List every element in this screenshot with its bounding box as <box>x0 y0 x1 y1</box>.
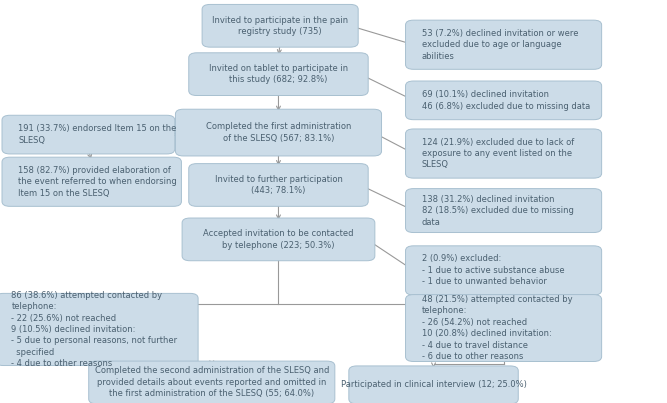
FancyBboxPatch shape <box>175 109 382 156</box>
FancyBboxPatch shape <box>189 53 368 96</box>
FancyBboxPatch shape <box>406 81 602 120</box>
FancyBboxPatch shape <box>406 189 602 233</box>
FancyBboxPatch shape <box>406 129 602 178</box>
Text: Accepted invitation to be contacted
by telephone (223; 50.3%): Accepted invitation to be contacted by t… <box>203 229 354 249</box>
FancyBboxPatch shape <box>189 164 368 206</box>
Text: 86 (38.6%) attempted contacted by
telephone:
- 22 (25.6%) not reached
9 (10.5%) : 86 (38.6%) attempted contacted by teleph… <box>11 291 177 368</box>
Text: Completed the second administration of the SLESQ and
provided details about even: Completed the second administration of t… <box>95 366 329 399</box>
Text: Invited to further participation
(443; 78.1%): Invited to further participation (443; 7… <box>215 175 342 195</box>
Text: Invited on tablet to participate in
this study (682; 92.8%): Invited on tablet to participate in this… <box>209 64 348 84</box>
Text: 2 (0.9%) excluded:
- 1 due to active substance abuse
- 1 due to unwanted behavio: 2 (0.9%) excluded: - 1 due to active sub… <box>422 254 564 287</box>
FancyBboxPatch shape <box>406 246 602 295</box>
FancyBboxPatch shape <box>0 293 198 366</box>
Text: 124 (21.9%) excluded due to lack of
exposure to any event listed on the
SLESQ: 124 (21.9%) excluded due to lack of expo… <box>422 137 574 170</box>
Text: 191 (33.7%) endorsed Item 15 on the
SLESQ: 191 (33.7%) endorsed Item 15 on the SLES… <box>18 125 176 145</box>
Text: 48 (21.5%) attempted contacted by
telephone:
- 26 (54.2%) not reached
10 (20.8%): 48 (21.5%) attempted contacted by teleph… <box>422 295 572 361</box>
FancyBboxPatch shape <box>202 4 358 47</box>
FancyBboxPatch shape <box>406 295 602 361</box>
FancyBboxPatch shape <box>349 366 518 403</box>
Text: Participated in clinical interview (12; 25.0%): Participated in clinical interview (12; … <box>341 380 526 389</box>
Text: Completed the first administration
of the SLESQ (567; 83.1%): Completed the first administration of th… <box>206 123 351 143</box>
Text: 138 (31.2%) declined invitation
82 (18.5%) excluded due to missing
data: 138 (31.2%) declined invitation 82 (18.5… <box>422 195 574 226</box>
FancyBboxPatch shape <box>89 361 335 403</box>
Text: 69 (10.1%) declined invitation
46 (6.8%) excluded due to missing data: 69 (10.1%) declined invitation 46 (6.8%)… <box>422 90 590 110</box>
FancyBboxPatch shape <box>406 20 602 69</box>
FancyBboxPatch shape <box>2 115 175 154</box>
Text: 53 (7.2%) declined invitation or were
excluded due to age or language
abilities: 53 (7.2%) declined invitation or were ex… <box>422 29 578 61</box>
Text: 158 (82.7%) provided elaboration of
the event referred to when endorsing
Item 15: 158 (82.7%) provided elaboration of the … <box>18 166 177 198</box>
FancyBboxPatch shape <box>182 218 375 261</box>
Text: Invited to participate in the pain
registry study (735): Invited to participate in the pain regis… <box>212 16 348 36</box>
FancyBboxPatch shape <box>2 157 181 206</box>
